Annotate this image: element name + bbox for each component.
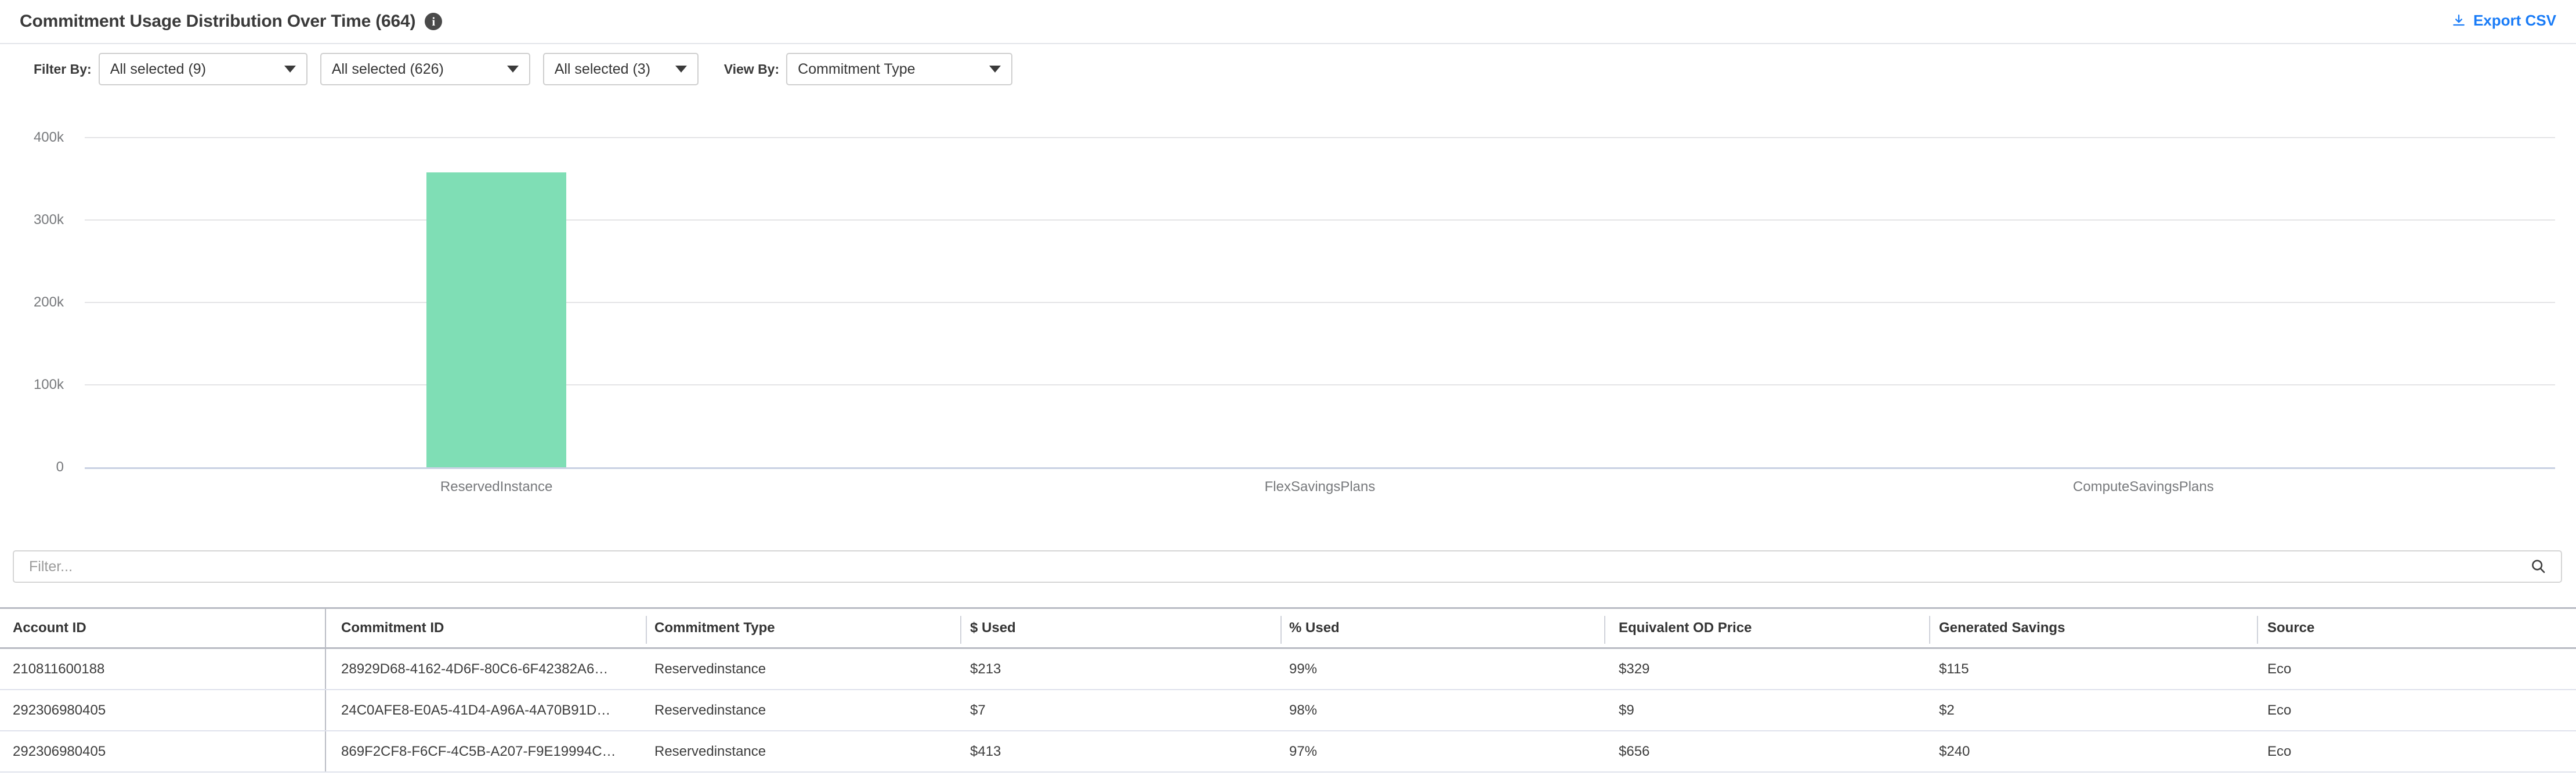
chevron-down-icon	[506, 66, 519, 73]
cell-source: Eco	[2267, 661, 2292, 677]
y-axis-tick-label: 200k	[33, 294, 64, 310]
column-divider	[325, 731, 326, 771]
column-divider[interactable]	[1604, 616, 1605, 644]
view-by-select[interactable]: Commitment Type	[786, 53, 1013, 85]
column-divider[interactable]	[1280, 616, 1282, 644]
page-title: Commitment Usage Distribution Over Time …	[20, 12, 416, 31]
chevron-down-icon	[675, 66, 687, 73]
column-divider	[325, 690, 326, 730]
cell-dollar-used: $213	[970, 661, 1001, 677]
cell-percent-used: 98%	[1289, 702, 1318, 718]
column-header[interactable]: Source	[2267, 620, 2315, 636]
gridline	[85, 384, 2555, 385]
cell-generated-savings: $115	[1939, 661, 1969, 677]
table-body: 210811600188 28929D68-4162-4D6F-80C6-6F42…	[0, 649, 2576, 773]
cell-commitment-type: Reservedinstance	[654, 661, 766, 677]
filter-by-label: Filter By:	[34, 61, 92, 77]
y-axis: 400k 300k 200k 100k 0	[0, 114, 64, 499]
column-header[interactable]: % Used	[1289, 620, 1340, 636]
commitment-type-filter-select[interactable]: All selected (3)	[542, 53, 699, 85]
panel-header: Commitment Usage Distribution Over Time …	[0, 0, 2576, 44]
cell-equivalent-od-price: $329	[1619, 661, 1650, 677]
y-axis-tick-label: 0	[56, 459, 64, 475]
header-title-group: Commitment Usage Distribution Over Time …	[20, 12, 443, 31]
search-icon[interactable]	[2530, 558, 2547, 575]
y-axis-tick-label: 300k	[33, 212, 64, 228]
y-axis-tick-label: 100k	[33, 377, 64, 392]
cell-commitment-type: Reservedinstance	[654, 702, 766, 718]
cell-source: Eco	[2267, 702, 2292, 718]
table-row[interactable]: 292306980405 869F2CF8-F6CF-4C5B-A207-F9E1…	[0, 731, 2576, 773]
search-input[interactable]	[28, 557, 2530, 576]
table-row[interactable]: 210811600188 28929D68-4162-4D6F-80C6-6F42…	[0, 649, 2576, 690]
cell-dollar-used: $7	[970, 702, 986, 718]
column-header[interactable]: Commitment ID	[341, 620, 444, 636]
column-divider[interactable]	[1929, 616, 1930, 644]
column-header[interactable]: Account ID	[13, 620, 86, 636]
chevron-down-icon	[989, 66, 1001, 73]
gridline	[85, 302, 2555, 303]
cell-equivalent-od-price: $9	[1619, 702, 1634, 718]
cell-equivalent-od-price: $656	[1619, 743, 1650, 759]
accounts-filter-value: All selected (9)	[110, 60, 207, 77]
table-header-row: Account ID Commitment ID Commitment Type $ …	[0, 607, 2576, 649]
column-divider	[325, 649, 326, 689]
commitments-table: Account ID Commitment ID Commitment Type $ …	[0, 607, 2576, 773]
column-header[interactable]: Equivalent OD Price	[1619, 620, 1752, 636]
cell-source: Eco	[2267, 743, 2292, 759]
cell-dollar-used: $413	[970, 743, 1001, 759]
x-axis-line	[85, 467, 2555, 469]
bar-chart: 400k 300k 200k 100k 0 ReservedInstance FlexSa…	[0, 114, 2576, 499]
table-row[interactable]: 292306980405 24C0AFE8-E0A5-41D4-A96A-4A70…	[0, 690, 2576, 731]
cell-commitment-type: Reservedinstance	[654, 743, 766, 759]
cell-percent-used: 99%	[1289, 661, 1318, 677]
column-header[interactable]: Generated Savings	[1939, 620, 2065, 636]
column-header[interactable]: $ Used	[970, 620, 1016, 636]
y-axis-tick-label: 400k	[33, 129, 64, 145]
cell-account-id: 292306980405	[13, 702, 106, 718]
column-header[interactable]: Commitment Type	[654, 620, 775, 636]
export-csv-label: Export CSV	[2473, 12, 2556, 29]
info-icon[interactable]: i	[425, 13, 443, 30]
view-by-value: Commitment Type	[798, 60, 916, 77]
export-csv-button[interactable]: Export CSV	[2451, 12, 2556, 30]
filter-bar: Filter By: All selected (9) All selected…	[0, 44, 2576, 94]
gridline	[85, 137, 2555, 138]
cell-account-id: 292306980405	[13, 743, 106, 759]
column-divider[interactable]	[2257, 616, 2258, 644]
view-by-label: View By:	[723, 61, 780, 77]
bar-reservedinstance[interactable]	[426, 172, 567, 467]
cell-commitment-id: 869F2CF8-F6CF-4C5B-A207-F9E19994C…	[341, 743, 616, 759]
accounts-filter-select[interactable]: All selected (9)	[98, 53, 307, 85]
x-axis-tick-label: FlexSavingsPlans	[1264, 479, 1376, 495]
cell-generated-savings: $2	[1939, 702, 1955, 718]
column-divider	[325, 609, 326, 647]
cell-account-id: 210811600188	[13, 661, 105, 677]
cell-percent-used: 97%	[1289, 743, 1318, 759]
commitment-id-filter-select[interactable]: All selected (626)	[320, 53, 530, 85]
cell-commitment-id: 28929D68-4162-4D6F-80C6-6F42382A6…	[341, 661, 609, 677]
x-axis-tick-label: ReservedInstance	[440, 479, 553, 495]
cell-generated-savings: $240	[1939, 743, 1970, 759]
commitment-type-filter-value: All selected (3)	[554, 60, 651, 77]
download-icon	[2453, 14, 2465, 26]
column-divider[interactable]	[960, 616, 961, 644]
column-divider[interactable]	[646, 616, 647, 644]
commitment-id-filter-value: All selected (626)	[331, 60, 444, 77]
chevron-down-icon	[284, 66, 296, 73]
x-axis-tick-label: ComputeSavingsPlans	[2072, 479, 2214, 495]
cell-commitment-id: 24C0AFE8-E0A5-41D4-A96A-4A70B91D…	[341, 702, 611, 718]
table-filter-wrapper[interactable]	[13, 550, 2562, 583]
gridline	[85, 219, 2555, 221]
